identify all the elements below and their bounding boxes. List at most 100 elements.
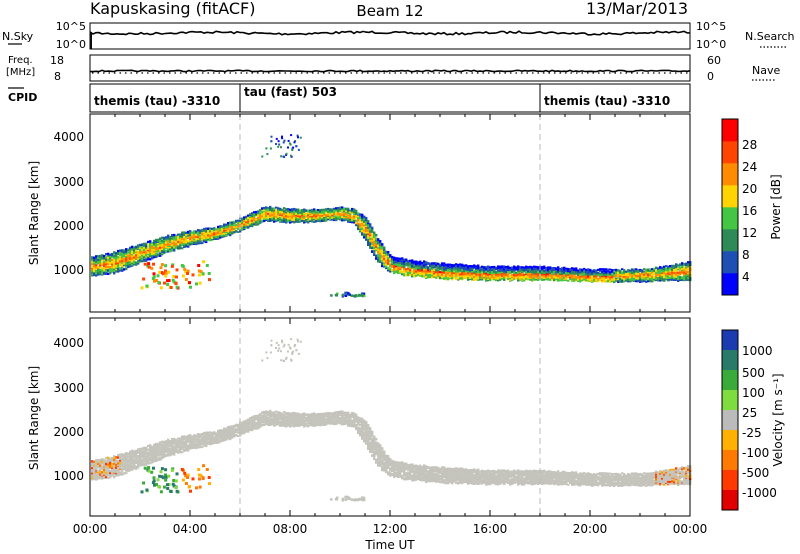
power-patch-cell [174, 282, 178, 286]
power-cell [91, 259, 94, 262]
power-cell [319, 220, 322, 223]
power-cell [639, 273, 642, 275]
power-cell [227, 229, 230, 232]
power-cell [109, 253, 112, 256]
power-cell [365, 225, 368, 229]
power-cell [197, 229, 200, 231]
power-far-cell [299, 136, 302, 139]
power-cell [341, 206, 344, 209]
power-cell [399, 261, 402, 264]
power-cell [685, 268, 688, 271]
power-cell [287, 217, 290, 220]
power-cell [393, 271, 396, 275]
power-cell [259, 221, 262, 224]
power-cell [385, 265, 388, 268]
power-cell [135, 251, 138, 255]
velocity-cell [97, 475, 100, 478]
power-cell [125, 257, 128, 260]
power-cell [467, 275, 470, 278]
power-cell [455, 270, 458, 273]
power-cell [519, 272, 522, 275]
power-cell [295, 214, 298, 217]
power-cell [437, 262, 440, 265]
power-cell [359, 216, 362, 219]
power-cell [175, 240, 178, 243]
power-cell [413, 262, 416, 265]
power-cell [385, 261, 388, 264]
power-cell [525, 276, 528, 279]
velocity-cell [113, 476, 116, 479]
power-cell [513, 271, 516, 274]
power-cell [563, 266, 566, 269]
power-cell [257, 221, 260, 224]
power-cell [641, 270, 644, 273]
power-cell [349, 214, 352, 217]
power-cell [601, 273, 604, 276]
power-cell [107, 265, 110, 269]
power-cell [383, 246, 386, 249]
power-cell [271, 207, 274, 210]
power-cell [347, 207, 350, 210]
power-cell [451, 264, 454, 267]
velocity-cell [125, 462, 128, 466]
power-patch-cell [186, 272, 189, 275]
power-cell [151, 248, 154, 251]
power-cell [409, 271, 412, 274]
power-cell [359, 227, 362, 230]
power-cell [327, 212, 330, 215]
power-y-axis: 4000 3000 2000 1000 [53, 130, 84, 277]
power-cell [417, 268, 420, 271]
power-cell [633, 280, 636, 282]
power-cell [477, 277, 480, 280]
power-cell [113, 256, 116, 259]
power-cell [103, 260, 106, 263]
power-cell [595, 279, 598, 282]
power-cell [129, 248, 132, 251]
power-cell [611, 278, 614, 280]
power-cell [443, 262, 446, 265]
power-cell [523, 270, 526, 273]
power-cell [325, 219, 328, 222]
power-cell [97, 273, 100, 276]
power-cell [447, 265, 450, 268]
power-cell [113, 266, 116, 269]
velocity-cell [115, 474, 118, 477]
power-cell [497, 275, 500, 277]
velocity-cell [121, 461, 124, 465]
power-cell [127, 259, 130, 262]
power-cell [649, 268, 652, 271]
power-cell [119, 269, 122, 272]
power-cell [333, 217, 336, 220]
power-cell [447, 271, 450, 274]
power-cell [435, 269, 438, 272]
power-cell [555, 274, 558, 277]
power-cell [241, 222, 244, 225]
power-cell [117, 258, 120, 261]
velocity-cell [105, 457, 108, 460]
power-cell [93, 268, 96, 271]
power-cell [623, 270, 626, 273]
velocity-cell [135, 455, 138, 459]
power-cell [489, 279, 492, 281]
power-cell [609, 274, 612, 277]
power-cell [105, 265, 108, 269]
power-cell [487, 265, 490, 268]
power-cell [327, 214, 330, 216]
noise-left-label: N.Sky [2, 30, 34, 43]
power-cell [365, 235, 368, 238]
power-cell [389, 258, 392, 261]
power-cell [223, 229, 226, 232]
velocity-cell [123, 457, 126, 460]
power-cell [269, 209, 272, 211]
power-cell [225, 234, 228, 237]
power-far-cell [275, 137, 278, 140]
velocity-cell [135, 454, 138, 457]
velocity-cell [99, 462, 102, 465]
power-cell [659, 274, 662, 276]
power-cell [243, 220, 246, 223]
power-cell [599, 268, 602, 270]
power-cell [149, 242, 152, 246]
power-cell [189, 230, 192, 233]
power-cell [145, 246, 148, 249]
power-patch-cell [201, 272, 205, 276]
